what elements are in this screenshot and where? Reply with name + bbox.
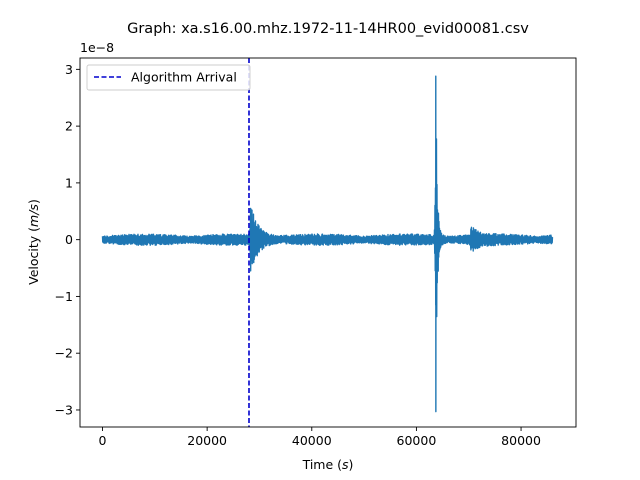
x-tick-label: 60000 [397,433,437,448]
x-tick-label: 0 [99,433,107,448]
x-tick-label: 20000 [187,433,227,448]
plot-frame [79,57,577,428]
y-tick-label: −3 [55,402,73,417]
chart-title: Graph: xa.s16.00.mhz.1972-11-14HR00_evid… [127,21,529,37]
x-axis-ticks: 0 20000 40000 60000 80000 [99,427,541,448]
y-tick-label: −2 [55,346,73,361]
y-axis-ticks: −3 −2 −1 0 1 2 3 [55,62,80,417]
legend: Algorithm Arrival [86,64,251,91]
x-axis-label: Time (s) [302,457,354,472]
legend-box [86,64,251,91]
series-layer [101,75,554,413]
velocity-trace-line [101,75,554,413]
y-offset-label: 1e−8 [80,40,114,55]
y-tick-label: 1 [65,175,73,190]
plot-area [101,58,554,427]
y-axis-label: Velocity (m/s) [26,199,41,285]
x-tick-label: 40000 [292,433,332,448]
y-tick-label: −1 [55,289,73,304]
legend-label: Algorithm Arrival [131,70,237,85]
y-tick-label: 3 [65,62,73,77]
y-tick-label: 2 [65,119,73,134]
y-tick-label: 0 [65,232,73,247]
x-tick-label: 80000 [501,433,541,448]
